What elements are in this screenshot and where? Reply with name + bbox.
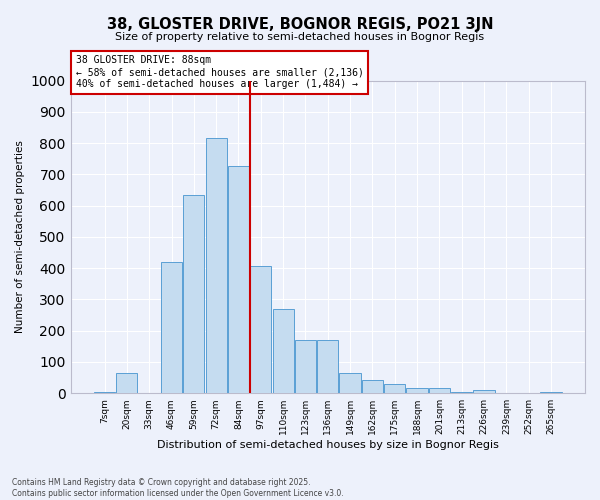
- Bar: [362, 380, 383, 393]
- Bar: [384, 384, 406, 393]
- Bar: [340, 373, 361, 393]
- Text: Contains HM Land Registry data © Crown copyright and database right 2025.
Contai: Contains HM Land Registry data © Crown c…: [12, 478, 344, 498]
- X-axis label: Distribution of semi-detached houses by size in Bognor Regis: Distribution of semi-detached houses by …: [157, 440, 499, 450]
- Bar: [473, 390, 494, 393]
- Y-axis label: Number of semi-detached properties: Number of semi-detached properties: [15, 140, 25, 334]
- Bar: [406, 388, 428, 393]
- Bar: [429, 388, 450, 393]
- Bar: [250, 266, 271, 393]
- Bar: [228, 166, 249, 393]
- Bar: [94, 392, 115, 393]
- Bar: [183, 194, 205, 393]
- Text: 38, GLOSTER DRIVE, BOGNOR REGIS, PO21 3JN: 38, GLOSTER DRIVE, BOGNOR REGIS, PO21 3J…: [107, 18, 493, 32]
- Bar: [272, 309, 294, 393]
- Bar: [317, 340, 338, 393]
- Text: 38 GLOSTER DRIVE: 88sqm
← 58% of semi-detached houses are smaller (2,136)
40% of: 38 GLOSTER DRIVE: 88sqm ← 58% of semi-de…: [76, 56, 364, 88]
- Bar: [295, 340, 316, 393]
- Bar: [451, 392, 472, 393]
- Bar: [206, 138, 227, 393]
- Bar: [541, 392, 562, 393]
- Bar: [116, 373, 137, 393]
- Bar: [161, 262, 182, 393]
- Text: Size of property relative to semi-detached houses in Bognor Regis: Size of property relative to semi-detach…: [115, 32, 485, 42]
